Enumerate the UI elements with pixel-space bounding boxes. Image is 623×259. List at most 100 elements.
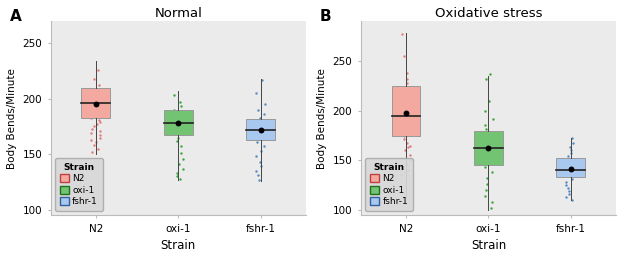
X-axis label: Strain: Strain: [161, 239, 196, 252]
Point: [173, 120, 183, 124]
Point: [172, 116, 182, 120]
Point: [568, 198, 578, 202]
Point: [173, 118, 183, 122]
Point: [563, 186, 573, 190]
Point: [402, 77, 412, 81]
Point: [399, 131, 409, 135]
Point: [397, 32, 407, 36]
Point: [95, 135, 105, 140]
Point: [563, 160, 573, 164]
Point: [86, 100, 96, 104]
Point: [482, 133, 492, 138]
Point: [402, 163, 412, 168]
Point: [402, 71, 412, 75]
Point: [87, 131, 97, 135]
Point: [561, 180, 571, 184]
Point: [480, 136, 490, 141]
Point: [566, 148, 576, 153]
Legend: N2, oxi-1, fshr-1: N2, oxi-1, fshr-1: [365, 159, 412, 211]
Point: [255, 116, 265, 120]
Point: [89, 77, 99, 81]
Point: [176, 144, 186, 148]
Point: [89, 93, 99, 97]
Point: [566, 152, 576, 156]
Point: [176, 151, 186, 155]
Point: [406, 128, 416, 133]
Point: [178, 129, 188, 133]
Point: [482, 182, 492, 186]
Point: [252, 91, 262, 95]
Point: [178, 124, 188, 128]
Y-axis label: Body Bends/Minute: Body Bends/Minute: [7, 68, 17, 169]
Point: [251, 154, 261, 159]
Point: [257, 149, 267, 153]
Point: [481, 126, 491, 131]
Point: [260, 124, 270, 128]
Point: [406, 123, 416, 127]
Point: [176, 104, 186, 109]
Point: [178, 167, 188, 171]
Point: [173, 113, 183, 117]
Point: [405, 107, 415, 111]
Point: [95, 120, 105, 124]
Point: [173, 121, 183, 125]
Point: [260, 102, 270, 106]
Point: [173, 135, 183, 140]
Point: [399, 133, 409, 138]
Point: [95, 133, 105, 137]
Point: [564, 189, 574, 193]
Point: [91, 113, 101, 117]
Point: [257, 120, 267, 124]
Point: [399, 136, 409, 141]
Point: [406, 153, 416, 157]
Point: [396, 114, 406, 118]
Point: [171, 174, 181, 178]
Point: [565, 145, 575, 149]
Point: [485, 72, 495, 76]
Point: [93, 68, 103, 72]
Point: [480, 123, 490, 127]
Point: [255, 129, 265, 133]
Point: [255, 131, 265, 135]
Point: [253, 108, 263, 112]
Point: [486, 131, 496, 135]
Point: [402, 145, 412, 149]
Point: [396, 101, 406, 105]
Point: [169, 111, 179, 115]
Point: [93, 91, 103, 95]
Point: [564, 192, 574, 196]
Bar: [474, 131, 503, 166]
Point: [483, 150, 493, 155]
Point: [483, 160, 493, 164]
Point: [483, 146, 493, 150]
Point: [95, 129, 105, 133]
Point: [93, 107, 103, 111]
Point: [93, 102, 103, 106]
Point: [482, 77, 492, 81]
Point: [95, 118, 105, 122]
Point: [400, 126, 410, 130]
Point: [174, 162, 184, 166]
Point: [564, 171, 574, 175]
Point: [401, 148, 411, 153]
Point: [91, 109, 101, 113]
Point: [87, 127, 97, 131]
Point: [480, 140, 490, 145]
Point: [94, 83, 104, 88]
Point: [169, 108, 179, 112]
Point: [91, 102, 101, 106]
Point: [174, 100, 184, 104]
Point: [566, 167, 576, 171]
Point: [87, 150, 97, 154]
Point: [405, 111, 415, 115]
Point: [486, 143, 496, 148]
Point: [255, 127, 265, 131]
Point: [259, 144, 269, 148]
Point: [254, 136, 264, 141]
Point: [488, 117, 498, 121]
Point: [253, 173, 263, 177]
Y-axis label: Body Bends/Minute: Body Bends/Minute: [317, 68, 327, 169]
Point: [255, 160, 265, 164]
Point: [401, 111, 411, 115]
Point: [257, 78, 267, 82]
